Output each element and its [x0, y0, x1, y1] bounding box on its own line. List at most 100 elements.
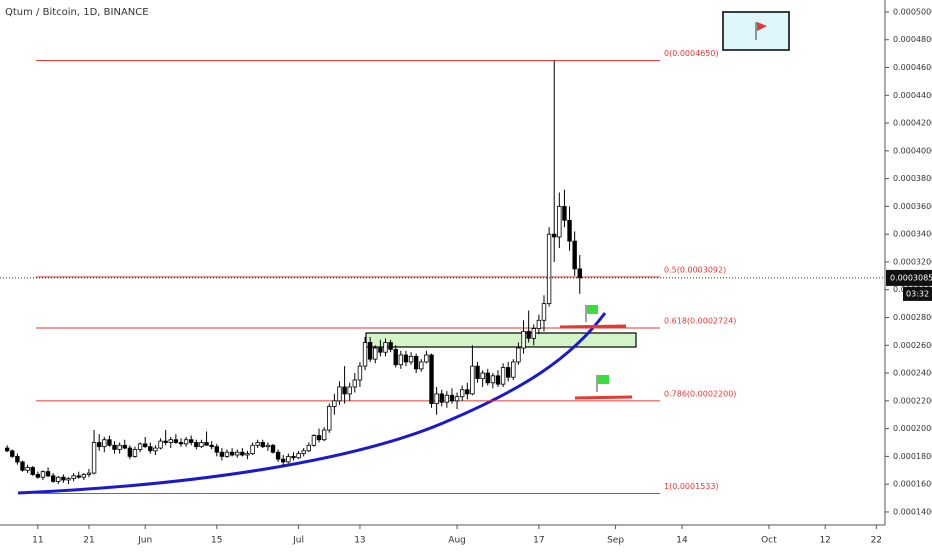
- x-tick-label: 12: [819, 536, 830, 546]
- y-tick-label: 0.0004600: [893, 63, 932, 72]
- candle-body: [526, 330, 531, 339]
- support-zone: [365, 332, 637, 348]
- candle-body: [255, 442, 260, 446]
- y-tick-label: 0.0004200: [893, 119, 932, 128]
- candle-body: [163, 440, 168, 443]
- y-tick-label: 0.0004800: [893, 35, 932, 44]
- candle-body: [321, 429, 327, 441]
- candle-body: [137, 443, 143, 450]
- candle-body: [495, 375, 501, 385]
- candle-body: [224, 451, 230, 457]
- x-tick-label: 13: [354, 536, 365, 546]
- candle-body: [552, 233, 557, 238]
- candle-body: [449, 394, 455, 402]
- candle-body: [362, 342, 368, 367]
- x-tick-label: 17: [533, 536, 544, 546]
- candle-body: [337, 386, 342, 402]
- candle-body: [81, 474, 87, 478]
- fib-label: 0(0.0004650): [664, 49, 719, 58]
- last-price-tag: [886, 269, 932, 286]
- candle-body: [168, 439, 173, 443]
- y-tick-label: 0.0001400: [893, 507, 932, 516]
- candle-body: [557, 205, 562, 238]
- x-tick-label: Jul: [292, 536, 304, 546]
- candle-body: [142, 443, 148, 448]
- marker-line: [574, 395, 633, 400]
- candle-body: [127, 447, 133, 457]
- candle-body: [270, 444, 276, 453]
- candle-body: [475, 365, 480, 380]
- x-tick-label: 15: [211, 536, 222, 546]
- candle-body: [178, 442, 184, 445]
- candle-body: [229, 451, 235, 456]
- candle-body: [332, 400, 337, 407]
- candle-body: [490, 375, 496, 384]
- candle-body: [209, 444, 214, 448]
- candle-body: [112, 444, 117, 450]
- candle-body: [408, 355, 414, 363]
- candle-body: [76, 475, 81, 478]
- y-tick-label: 0.0003800: [893, 174, 932, 183]
- candle-body: [71, 475, 76, 480]
- candle-body: [546, 233, 552, 305]
- candle-body: [465, 389, 470, 395]
- trend-curve: [17, 312, 607, 495]
- candle-body: [434, 393, 439, 405]
- candle-body: [250, 444, 255, 455]
- candle-body: [20, 461, 25, 471]
- candle-body: [86, 472, 92, 475]
- candle-body: [439, 393, 444, 403]
- candle-body: [567, 219, 572, 242]
- flag-box: [722, 11, 790, 51]
- x-tick-label: 22: [871, 536, 882, 546]
- candle-body: [291, 455, 296, 459]
- candle-body: [265, 444, 271, 448]
- y-tick-label: 0.0002400: [893, 369, 932, 378]
- candle-body: [45, 471, 51, 477]
- candle-body: [485, 372, 490, 384]
- candle-body: [107, 439, 112, 446]
- candle-body: [240, 451, 245, 456]
- y-tick-label: 0.0003200: [893, 257, 932, 266]
- x-tick-label: Oct: [761, 536, 777, 546]
- candle-body: [260, 442, 265, 448]
- candle-body: [541, 303, 547, 321]
- candle-body: [316, 435, 322, 441]
- candle-body: [56, 476, 61, 482]
- candle-body: [429, 354, 434, 405]
- candle-body: [235, 451, 240, 456]
- candle-body: [194, 442, 199, 448]
- y-tick-label: 0.0001600: [893, 480, 932, 489]
- candle-body: [296, 453, 301, 459]
- candle-body: [367, 342, 373, 360]
- candle-body: [35, 474, 41, 478]
- candle-body: [245, 453, 250, 456]
- candle-body: [199, 442, 204, 448]
- candle-body: [214, 446, 219, 453]
- candle-body: [281, 458, 286, 463]
- candle-body: [342, 386, 347, 395]
- candle-body: [388, 342, 393, 350]
- chart-title: Qtum / Bitcoin, 1D, BINANCE: [5, 7, 149, 18]
- candle-body: [183, 439, 189, 445]
- fib-label: 0.5(0.0003092): [664, 265, 726, 274]
- y-tick-label: 0.0002600: [893, 341, 932, 350]
- candle-body: [383, 342, 388, 353]
- candle-body: [531, 328, 536, 339]
- candle-body: [459, 389, 465, 398]
- candle-body: [505, 367, 511, 378]
- candle-body: [521, 330, 526, 349]
- candle-body: [500, 367, 506, 385]
- candle-body: [311, 435, 317, 446]
- candle-body: [511, 361, 516, 378]
- candle-body: [424, 354, 429, 363]
- candle-body: [148, 446, 153, 452]
- candle-body: [536, 319, 542, 330]
- candle-body: [66, 478, 71, 481]
- candle-body: [173, 439, 179, 443]
- candle-body: [347, 386, 352, 395]
- candle-body: [153, 447, 158, 452]
- candle-body: [10, 450, 15, 457]
